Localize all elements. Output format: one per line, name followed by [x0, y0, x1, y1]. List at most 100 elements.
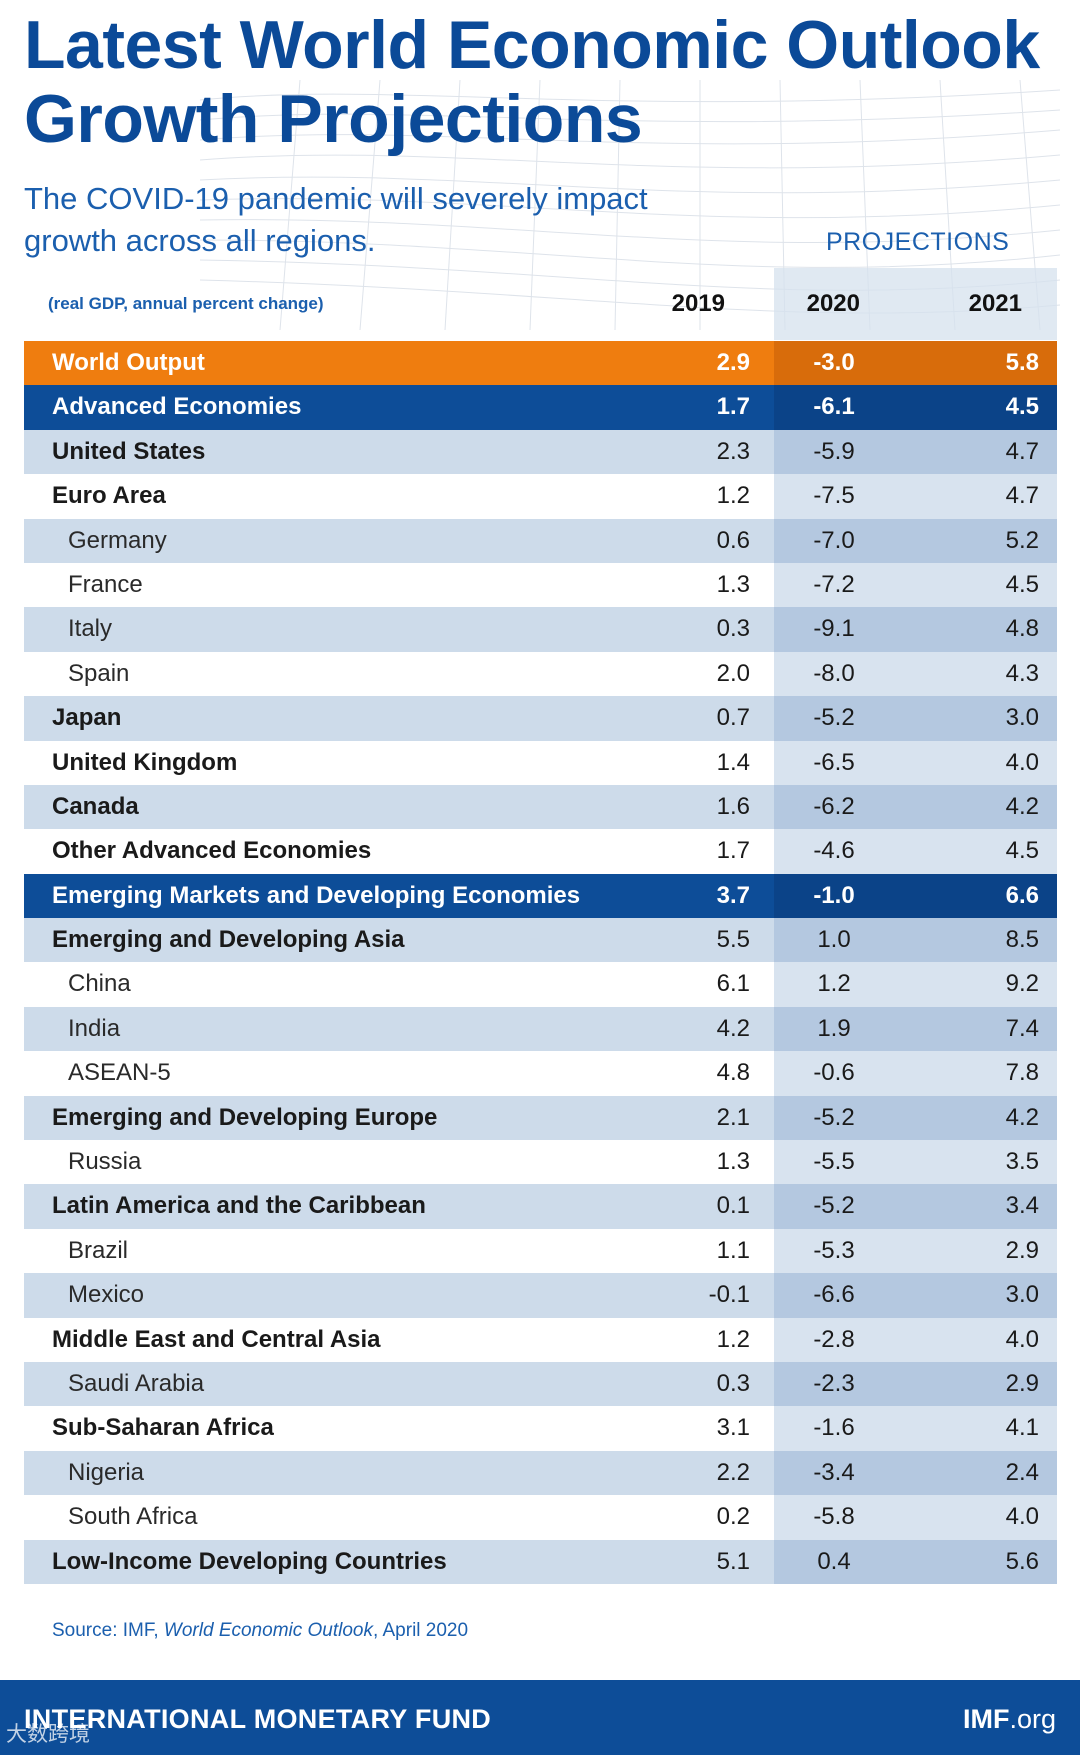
projections-header-background — [774, 268, 1057, 340]
value-2020: -1.0 — [813, 881, 855, 909]
row-name: Emerging and Developing Asia — [52, 926, 405, 954]
value-2019: 1.1 — [716, 1236, 750, 1264]
value-2021: 7.8 — [1005, 1059, 1039, 1087]
value-2019: 0.7 — [716, 704, 750, 732]
value-2020: -2.8 — [813, 1325, 855, 1353]
row-name: Italy — [68, 615, 113, 643]
value-2021: 4.5 — [1005, 837, 1039, 865]
table-row: France 1.3 -7.2 4.5 — [24, 562, 1057, 608]
value-2021: 5.6 — [1005, 1547, 1039, 1575]
value-2019: 4.8 — [716, 1059, 750, 1087]
projection-column-shade — [774, 829, 1057, 874]
projection-column-shade — [774, 562, 1057, 608]
value-2020: 1.9 — [817, 1014, 851, 1042]
source-note: Source: IMF, World Economic Outlook, Apr… — [52, 1620, 468, 1642]
value-2019: -0.1 — [708, 1281, 750, 1309]
footer-site-bold: IMF — [962, 1704, 1010, 1734]
projection-column-shade — [774, 918, 1057, 963]
footer-site-rest: .org — [1009, 1704, 1056, 1734]
value-2020: -6.2 — [813, 792, 855, 820]
row-name: Middle East and Central Asia — [52, 1325, 381, 1353]
row-name: South Africa — [68, 1503, 198, 1531]
value-2020: -4.6 — [813, 837, 855, 865]
value-2019: 2.2 — [716, 1458, 750, 1486]
projection-column-shade — [774, 1228, 1057, 1274]
row-name: Russia — [68, 1148, 142, 1176]
value-2019: 1.2 — [716, 1325, 750, 1353]
projection-column-shade — [774, 1317, 1057, 1362]
row-name: Mexico — [68, 1281, 145, 1309]
value-2021: 4.0 — [1005, 748, 1039, 776]
value-2020: -5.5 — [813, 1148, 855, 1176]
row-name: Nigeria — [68, 1458, 145, 1486]
units-label: (real GDP, annual percent change) — [48, 294, 324, 313]
value-2019: 0.3 — [716, 615, 750, 643]
value-2019: 3.1 — [716, 1414, 750, 1442]
projection-column-shade — [774, 651, 1057, 697]
projection-column-shade — [774, 1184, 1057, 1229]
projection-column-shade — [774, 1006, 1057, 1052]
value-2021: 4.5 — [1005, 393, 1039, 421]
table-row: Canada 1.6 -6.2 4.2 — [24, 784, 1057, 830]
table-row: China 6.1 1.2 9.2 — [24, 962, 1057, 1007]
footer-website[interactable]: IMF.org — [963, 1704, 1056, 1735]
projection-column-shade — [774, 429, 1057, 475]
projection-column-shade — [774, 385, 1057, 430]
value-2020: -5.3 — [813, 1236, 855, 1264]
value-2021: 3.5 — [1005, 1148, 1039, 1176]
row-name: Saudi Arabia — [68, 1369, 205, 1397]
table-row: India 4.2 1.9 7.4 — [24, 1006, 1057, 1052]
table-row: United States 2.3 -5.9 4.7 — [24, 429, 1057, 475]
value-2021: 3.4 — [1005, 1192, 1039, 1220]
value-2020: -5.2 — [813, 1103, 855, 1131]
row-name: Other Advanced Economies — [52, 837, 372, 865]
value-2020: 1.2 — [817, 970, 851, 998]
value-2020: -7.5 — [813, 482, 855, 510]
value-2019: 4.2 — [716, 1014, 750, 1042]
row-name: Brazil — [68, 1236, 129, 1264]
value-2021: 5.2 — [1005, 526, 1039, 554]
table-row: Spain 2.0 -8.0 4.3 — [24, 651, 1057, 697]
value-2020: -8.0 — [813, 659, 855, 687]
value-2020: -5.9 — [813, 437, 855, 465]
title-line-1: Latest World Economic Outlook — [24, 7, 1040, 83]
value-2019: 5.5 — [716, 926, 750, 954]
value-2019: 0.3 — [716, 1369, 750, 1397]
row-name: United States — [52, 437, 206, 465]
table-row: Low-Income Developing Countries 5.1 0.4 5.6 — [24, 1539, 1057, 1584]
row-name: United Kingdom — [52, 748, 238, 776]
projection-column-shade — [774, 1450, 1057, 1496]
row-name: France — [68, 570, 143, 598]
row-name: Germany — [68, 526, 167, 554]
projection-column-shade — [774, 1140, 1057, 1185]
value-2020: -6.6 — [813, 1281, 855, 1309]
projection-column-shade — [774, 341, 1057, 386]
projection-column-shade — [774, 696, 1057, 741]
table-row: Emerging and Developing Asia 5.5 1.0 8.5 — [24, 918, 1057, 963]
row-name: Sub-Saharan Africa — [52, 1414, 274, 1442]
value-2021: 3.0 — [1005, 1281, 1039, 1309]
row-name: Low-Income Developing Countries — [52, 1547, 447, 1575]
value-2020: -7.2 — [813, 570, 855, 598]
table-row: Germany 0.6 -7.0 5.2 — [24, 518, 1057, 563]
page-title: Latest World Economic Outlook Growth Pro… — [24, 8, 1064, 156]
value-2019: 1.6 — [716, 792, 750, 820]
value-2021: 7.4 — [1005, 1014, 1039, 1042]
value-2019: 2.0 — [716, 659, 750, 687]
projection-column-shade — [774, 784, 1057, 830]
value-2021: 9.2 — [1005, 970, 1039, 998]
value-2021: 6.6 — [1005, 881, 1039, 909]
projections-label: PROJECTIONS — [826, 228, 1010, 256]
projection-column-shade — [774, 1051, 1057, 1096]
projection-column-shade — [774, 962, 1057, 1007]
table-row: Advanced Economies 1.7 -6.1 4.5 — [24, 385, 1057, 430]
table-row: Brazil 1.1 -5.3 2.9 — [24, 1228, 1057, 1274]
row-name: Latin America and the Caribbean — [52, 1192, 426, 1220]
value-2020: -6.1 — [813, 393, 855, 421]
row-name: Euro Area — [52, 482, 166, 510]
table-row: United Kingdom 1.4 -6.5 4.0 — [24, 740, 1057, 785]
subtitle-line-1: The COVID-19 pandemic will severely impa… — [24, 181, 648, 216]
value-2021: 2.9 — [1005, 1369, 1039, 1397]
row-name: Canada — [52, 792, 139, 820]
table-row: Middle East and Central Asia 1.2 -2.8 4.0 — [24, 1317, 1057, 1362]
